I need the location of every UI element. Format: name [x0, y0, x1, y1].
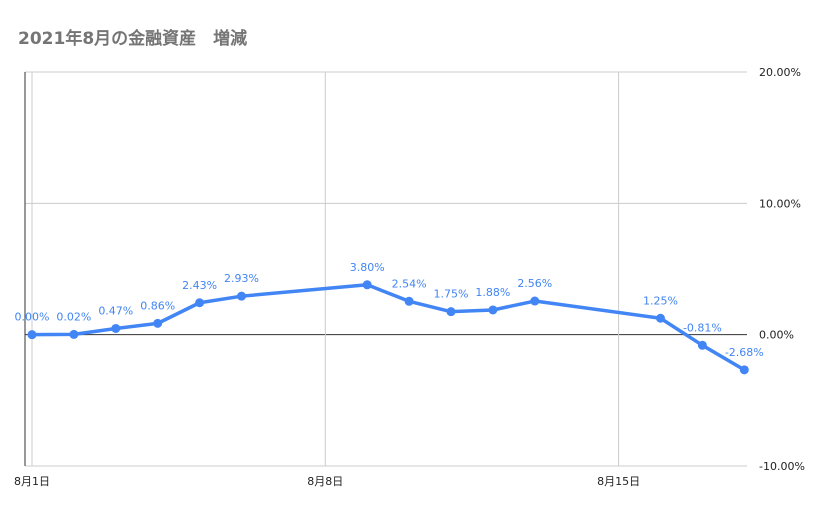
data-label: 1.75% — [434, 288, 469, 301]
data-point[interactable] — [195, 298, 205, 308]
data-label: 3.80% — [350, 261, 385, 274]
data-point[interactable] — [404, 296, 414, 306]
x-tick-label: 8月1日 — [14, 475, 50, 488]
x-tick-label: 8月15日 — [597, 475, 640, 488]
data-label: 0.02% — [56, 310, 91, 323]
data-point[interactable] — [697, 340, 707, 350]
data-point[interactable] — [69, 329, 79, 339]
data-point[interactable] — [362, 280, 372, 290]
data-label: 2.54% — [392, 277, 427, 290]
data-point[interactable] — [488, 305, 498, 315]
data-label: 2.93% — [224, 272, 259, 285]
data-label: -0.81% — [683, 321, 722, 334]
data-label: -2.68% — [725, 346, 764, 359]
data-label: 0.00% — [15, 311, 50, 324]
x-tick-label: 8月8日 — [307, 475, 343, 488]
data-label: 1.88% — [475, 286, 510, 299]
data-label: 0.47% — [98, 304, 133, 317]
data-point[interactable] — [27, 330, 37, 340]
data-label: 1.25% — [643, 294, 678, 307]
y-tick-label: 0.00% — [759, 329, 794, 342]
data-label: 2.56% — [517, 277, 552, 290]
y-tick-label: 20.00% — [759, 66, 801, 79]
data-point[interactable] — [739, 365, 749, 375]
series-line — [30, 283, 747, 372]
y-tick-label: -10.00% — [759, 460, 805, 473]
data-point[interactable] — [656, 313, 665, 323]
data-label: 2.43% — [182, 279, 217, 292]
data-point[interactable] — [446, 307, 456, 317]
data-point[interactable] — [111, 323, 121, 333]
data-point[interactable] — [530, 296, 540, 306]
y-tick-label: 10.00% — [759, 197, 801, 210]
data-point[interactable] — [237, 291, 246, 301]
data-point[interactable] — [153, 318, 163, 328]
data-label: 0.86% — [140, 299, 175, 312]
chart-title: 2021年8月の金融資産 増減 — [18, 29, 248, 49]
